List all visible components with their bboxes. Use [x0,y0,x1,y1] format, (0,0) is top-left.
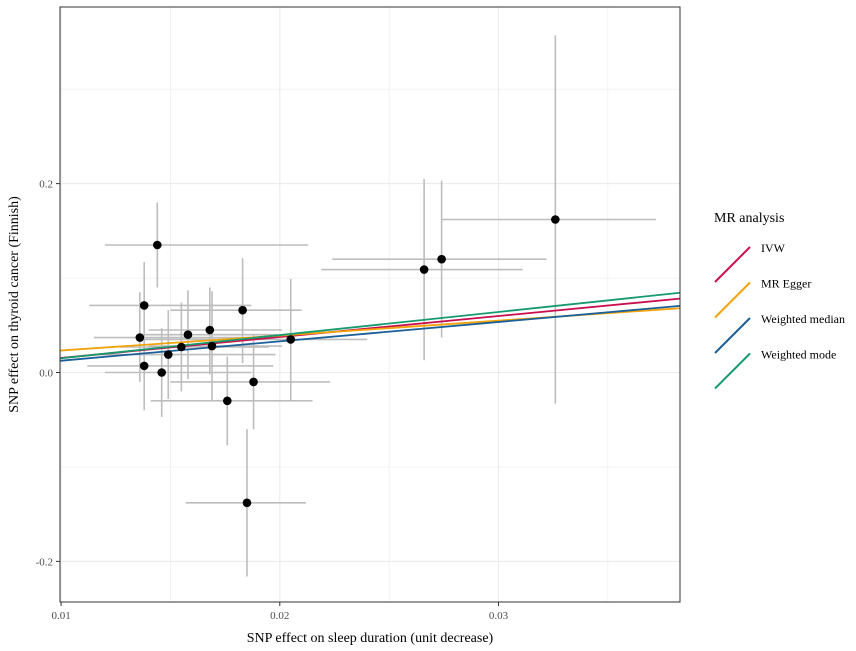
data-point [177,342,186,352]
data-point [437,254,446,264]
legend-label: IVW [761,241,786,255]
data-points [135,215,560,508]
data-point [139,301,149,310]
data-point [205,325,215,335]
x-axis-title: SNP effect on sleep duration (unit decre… [247,631,494,646]
y-tick-label: 0.2 [39,179,53,191]
x-tick-label: 0.01 [51,610,70,622]
legend-key [714,352,751,390]
data-point [242,498,252,508]
legend-label: Weighted mode [761,348,836,362]
y-tick-label: -0.2 [36,556,53,568]
data-point [249,377,258,387]
data-point [157,368,166,377]
y-axis-title: SNP effect on thyroid cancer (Finnish) [7,196,22,413]
legend: MR analysis IVW MR Egger Weighted median We… [714,211,845,390]
data-point [238,305,247,315]
y-axis-ticks: -0.2 0.0 0.2 [36,179,60,568]
data-point [153,240,162,250]
legend-key [714,317,751,354]
data-point [551,215,560,224]
x-axis-ticks: 0.01 0.02 0.03 [51,602,509,622]
fit-line-weighted-mode [59,291,681,360]
data-point [139,361,149,371]
data-point [207,341,217,351]
data-point [286,335,296,344]
x-tick-label: 0.03 [489,610,509,622]
data-point [183,330,193,340]
data-point [163,350,173,359]
fit-line-weighted-median [59,305,681,362]
regression-lines [59,291,681,362]
legend-key [714,246,751,283]
data-point [223,396,232,406]
plot-panel-border [59,6,681,603]
y-tick-label: 0.0 [39,368,53,380]
data-point [135,333,145,342]
legend-label: MR Egger [761,277,811,291]
legend-key [714,281,751,319]
legend-label: Weighted median [761,312,845,326]
x-tick-label: 0.02 [270,610,289,622]
legend-title: MR analysis [714,211,784,226]
data-point [419,265,429,274]
